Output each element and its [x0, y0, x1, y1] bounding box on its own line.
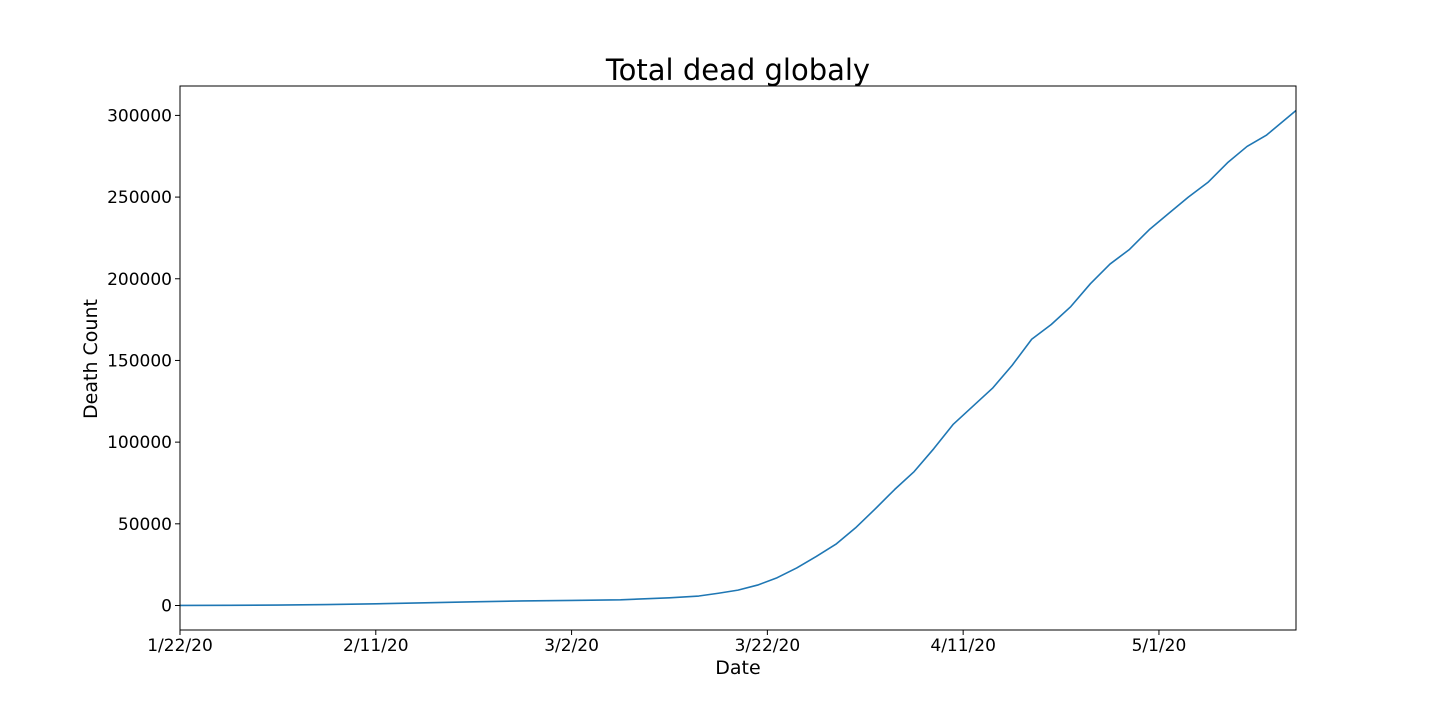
y-tick-label: 300000 [107, 106, 172, 126]
plot-area [179, 85, 1297, 631]
plot-frame [179, 85, 1297, 631]
x-tick-label: 3/22/20 [735, 636, 801, 656]
x-axis-label: Date [715, 657, 760, 679]
y-tick-label: 100000 [107, 433, 172, 453]
y-tick-label: 250000 [107, 188, 172, 208]
series-line-0 [179, 109, 1297, 607]
x-axis-ticks: 1/22/20 2/11/20 3/2/20 3/22/20 4/11/20 5/1/20 [147, 630, 1186, 656]
y-tick-label: 50000 [118, 515, 172, 535]
y-axis-label: Death Count [80, 299, 102, 419]
y-tick-label: 200000 [107, 270, 172, 290]
y-tick-label: 150000 [107, 351, 172, 371]
chart-title: Total dead globaly [605, 53, 870, 87]
x-tick-label: 5/1/20 [1132, 636, 1187, 656]
x-tick-label: 2/11/20 [343, 636, 409, 656]
y-axis-ticks: 0 50000 100000 150000 200000 250000 300000 [107, 106, 180, 616]
x-tick-label: 1/22/20 [147, 636, 213, 656]
x-tick-label: 3/2/20 [544, 636, 599, 656]
x-tick-label: 4/11/20 [930, 636, 996, 656]
y-tick-label: 0 [161, 596, 172, 616]
